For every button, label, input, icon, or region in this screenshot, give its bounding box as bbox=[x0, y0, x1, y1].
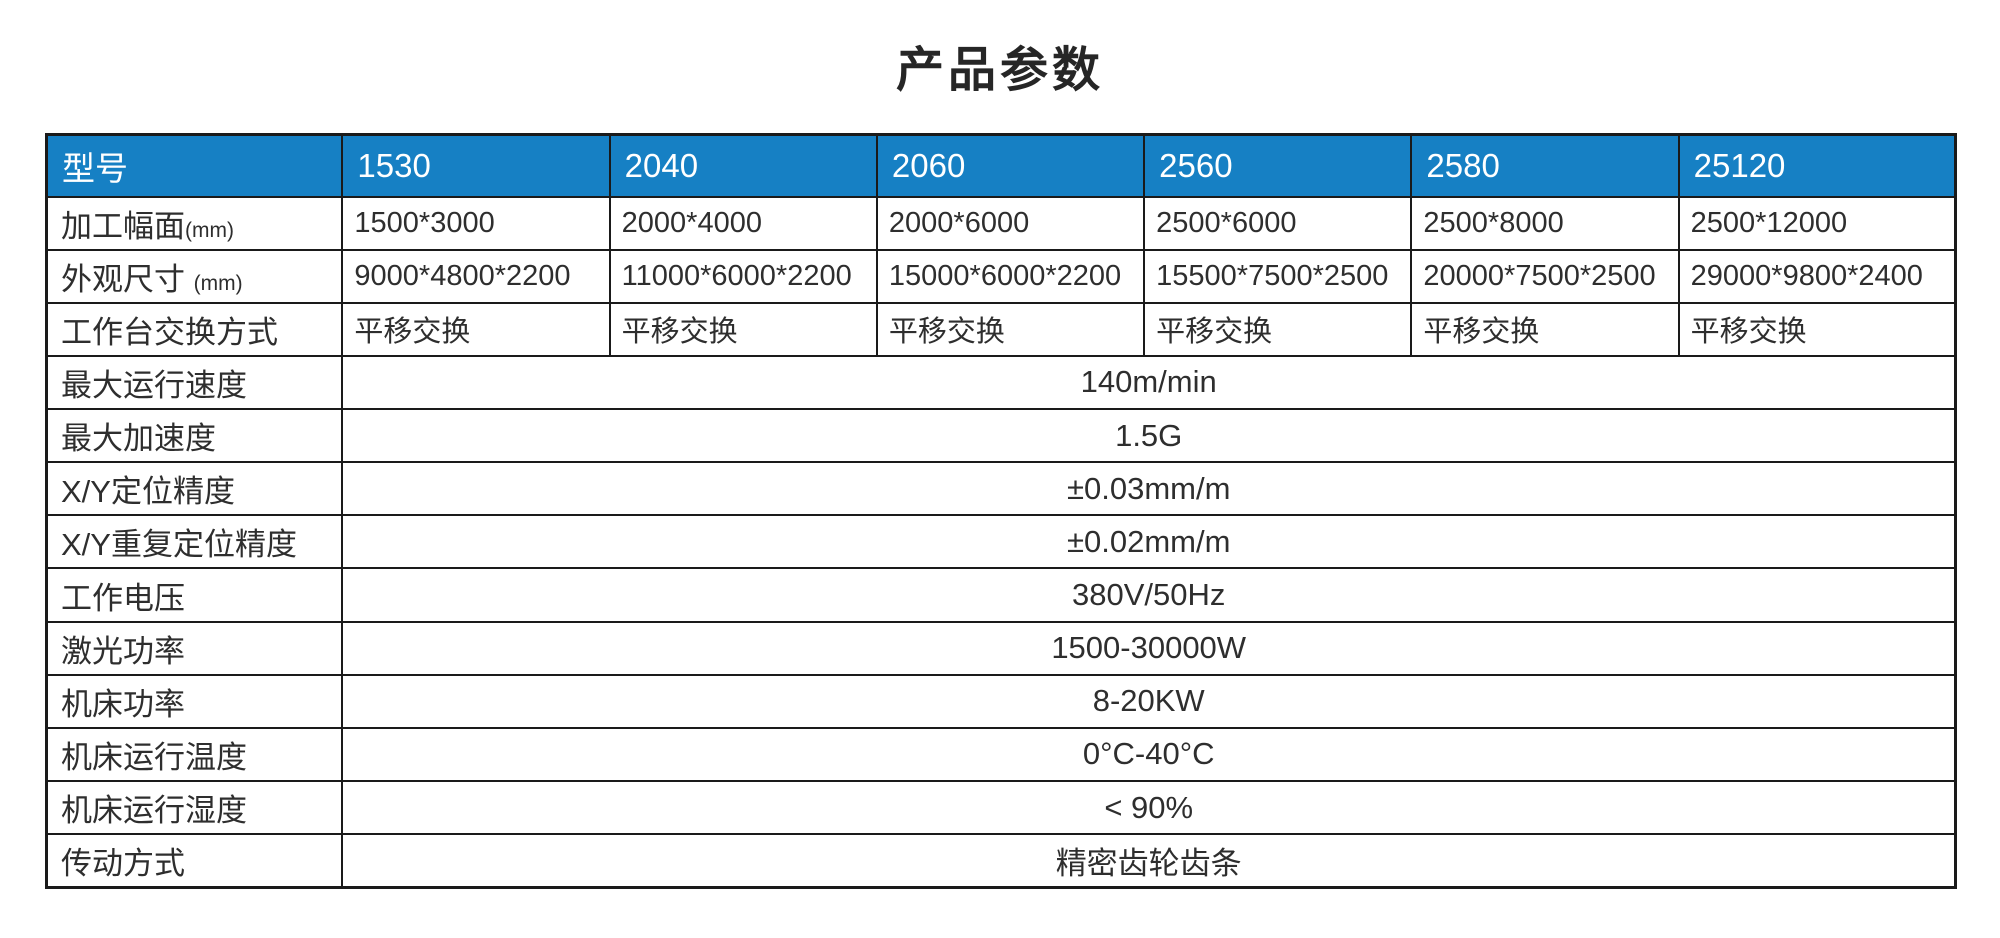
spec-label: 加工幅面(mm) bbox=[45, 195, 344, 251]
spec-value-span: 8-20KW bbox=[341, 673, 1957, 729]
spec-value: 2000*6000 bbox=[875, 195, 1146, 251]
spec-value-span: 140m/min bbox=[341, 354, 1957, 411]
spec-value-span: 380V/50Hz bbox=[341, 567, 1957, 623]
spec-row-table-exchange: 工作台交换方式 平移交换 平移交换 平移交换 平移交换 平移交换 平移交换 bbox=[45, 301, 1957, 357]
spec-value-span: < 90% bbox=[341, 780, 1957, 836]
spec-value: 29000*9800*2400 bbox=[1677, 248, 1957, 304]
spec-value: 平移交换 bbox=[1677, 301, 1957, 357]
spec-row-transmission: 传动方式 精密齿轮齿条 bbox=[45, 833, 1957, 889]
spec-value: 15000*6000*2200 bbox=[875, 248, 1146, 304]
spec-label: 外观尺寸 (mm) bbox=[45, 248, 344, 304]
model-column-header: 2060 bbox=[875, 133, 1146, 198]
table-header-row: 型号 1530 2040 2060 2560 2580 25120 bbox=[45, 133, 1957, 198]
spec-value-span: 精密齿轮齿条 bbox=[341, 833, 1957, 889]
spec-label-text: 外观尺寸 bbox=[61, 261, 185, 297]
spec-value: 2500*12000 bbox=[1677, 195, 1957, 251]
spec-value: 15500*7500*2500 bbox=[1143, 248, 1413, 304]
spec-label: 最大加速度 bbox=[45, 408, 344, 464]
spec-value-span: 1.5G bbox=[341, 408, 1957, 464]
spec-value-span: ±0.02mm/m bbox=[341, 514, 1957, 570]
spec-label-unit: (mm) bbox=[193, 271, 243, 295]
page-title: 产品参数 bbox=[895, 44, 1104, 97]
spec-label: 工作电压 bbox=[45, 567, 344, 623]
spec-value: 平移交换 bbox=[1143, 301, 1413, 357]
spec-row-dimensions: 外观尺寸 (mm) 9000*4800*2200 11000*6000*2200… bbox=[45, 248, 1957, 304]
spec-value: 平移交换 bbox=[875, 301, 1146, 357]
spec-label-text: 加工幅面 bbox=[61, 208, 185, 244]
spec-row-operating-temperature: 机床运行温度 0°C-40°C bbox=[45, 726, 1957, 783]
spec-row-repeat-accuracy: X/Y重复定位精度 ±0.02mm/m bbox=[45, 514, 1957, 570]
model-row-label: 型号 bbox=[45, 133, 344, 198]
spec-value-span: 1500-30000W bbox=[341, 620, 1957, 676]
spec-label: 激光功率 bbox=[45, 620, 344, 676]
spec-label: 机床运行湿度 bbox=[45, 780, 344, 836]
spec-label-unit: (mm) bbox=[185, 218, 234, 242]
spec-label: 机床功率 bbox=[45, 673, 344, 729]
spec-value: 2500*8000 bbox=[1410, 195, 1680, 251]
spec-value: 9000*4800*2200 bbox=[341, 248, 611, 304]
spec-label-text: 工作台交换方式 bbox=[61, 314, 278, 350]
spec-value: 2000*4000 bbox=[608, 195, 878, 251]
spec-value: 平移交换 bbox=[608, 301, 878, 357]
spec-label: 传动方式 bbox=[45, 833, 344, 889]
spec-row-max-speed: 最大运行速度 140m/min bbox=[45, 354, 1957, 411]
spec-label: 机床运行温度 bbox=[45, 726, 344, 783]
spec-label: 最大运行速度 bbox=[45, 354, 344, 411]
spec-value: 1500*3000 bbox=[341, 195, 611, 251]
spec-row-machine-power: 机床功率 8-20KW bbox=[45, 673, 1957, 729]
spec-row-working-area: 加工幅面(mm) 1500*3000 2000*4000 2000*6000 2… bbox=[45, 195, 1957, 251]
spec-row-max-acceleration: 最大加速度 1.5G bbox=[45, 408, 1957, 464]
spec-label: X/Y重复定位精度 bbox=[45, 514, 344, 570]
spec-row-operating-humidity: 机床运行湿度 < 90% bbox=[45, 780, 1957, 836]
spec-row-working-voltage: 工作电压 380V/50Hz bbox=[45, 567, 1957, 623]
model-column-header: 2560 bbox=[1143, 133, 1413, 198]
model-column-header: 25120 bbox=[1677, 133, 1957, 198]
spec-label: 工作台交换方式 bbox=[45, 301, 344, 357]
spec-value: 11000*6000*2200 bbox=[608, 248, 878, 304]
spec-value-span: ±0.03mm/m bbox=[341, 461, 1957, 517]
spec-value: 2500*6000 bbox=[1143, 195, 1413, 251]
spec-row-laser-power: 激光功率 1500-30000W bbox=[45, 620, 1957, 676]
spec-value: 平移交换 bbox=[341, 301, 611, 357]
model-column-header: 2580 bbox=[1410, 133, 1680, 198]
spec-value-span: 0°C-40°C bbox=[341, 726, 1957, 783]
model-column-header: 1530 bbox=[341, 133, 611, 198]
model-column-header: 2040 bbox=[608, 133, 878, 198]
spec-value: 20000*7500*2500 bbox=[1410, 248, 1680, 304]
spec-label: X/Y定位精度 bbox=[45, 461, 344, 517]
spec-value: 平移交换 bbox=[1410, 301, 1680, 357]
spec-row-positioning-accuracy: X/Y定位精度 ±0.03mm/m bbox=[45, 461, 1957, 517]
product-params-table: 型号 1530 2040 2060 2560 2580 25120 加工幅面(m… bbox=[45, 133, 1957, 889]
